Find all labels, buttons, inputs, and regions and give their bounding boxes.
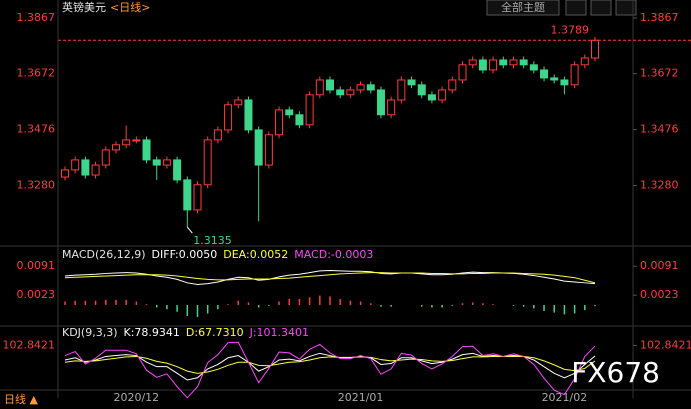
y-tick-label: 0.0091 [640,259,679,272]
candle-body [254,129,263,166]
candle-body [387,99,396,116]
candle-body [427,94,436,101]
theme-button[interactable]: 全部主题 [501,0,545,14]
y-tick-label: 1.3280 [640,179,679,192]
candle-body [560,79,569,86]
candle-body [509,59,518,66]
indicator-title: KDJ(9,3,3) [62,326,118,339]
y-tick-label: 1.3867 [17,11,56,24]
icon-button[interactable] [615,0,637,16]
legend-entry: MACD:-0.0003 [294,248,373,261]
candle-body [285,109,294,116]
candle-body [101,149,110,166]
x-tick-label: 2020/12 [113,391,159,404]
icon-button[interactable] [565,0,587,16]
y-tick-label: 1.3672 [17,67,56,80]
candle-body [468,59,477,66]
legend-entry: DIFF:0.0050 [152,248,218,261]
candle-body [224,104,233,131]
candle-body [376,89,385,116]
icon-button[interactable] [590,0,612,16]
bottom-tab[interactable]: 日线 ▲ [4,392,38,406]
candle-body [213,129,222,141]
indicator-line [64,341,596,399]
candle-body [61,169,69,178]
candle-body [397,79,406,101]
y-tick-label: 0.0023 [640,288,679,301]
x-tick-label: 2021/02 [542,391,588,404]
candle-body [529,64,538,71]
candle-body [132,139,141,142]
legend-entry: DEA:0.0052 [223,248,288,261]
candle-body [71,159,80,171]
candle-body [356,84,365,91]
candle-body [580,57,589,66]
candle-body [519,59,528,66]
candle-body [458,64,467,81]
candle-body [91,164,100,176]
y-tick-label: 0.0091 [17,259,56,272]
high-label: 1.3789 [551,23,590,36]
y-tick-label: 0.0023 [17,288,56,301]
x-tick-label: 2021/01 [338,391,384,404]
candle-body [489,59,498,71]
candle-body [244,99,253,131]
candle-body [183,179,192,211]
candle-body [162,159,171,166]
candle-body [550,77,559,81]
candle-body [152,159,161,166]
indicator-line [64,272,596,284]
candle-body [234,99,243,106]
low-pointer [186,226,193,234]
y-tick-label: 102.8421 [3,338,56,351]
y-tick-label: 1.3280 [17,179,56,192]
candle-body [122,139,131,146]
y-tick-label: 1.3476 [640,123,679,136]
candle-body [295,114,304,126]
y-tick-label: 1.3476 [17,123,56,136]
theme-button-box[interactable] [486,0,560,16]
candle-body [315,79,324,96]
candle-body [448,79,457,91]
candle-body [366,84,375,91]
legend-entry: D:67.7310 [186,326,244,339]
period-label[interactable]: <日线> [110,0,150,14]
low-label: 1.3135 [193,234,232,247]
candle-body [81,159,90,176]
watermark: FX678 [571,356,660,389]
legend-entry: K:78.9341 [124,326,180,339]
y-tick-label: 1.3672 [640,67,679,80]
candle-body [540,69,549,79]
instrument-title: 英镑美元 [62,0,106,14]
candle-body [499,59,508,66]
candle-body [478,59,487,71]
candle-body [346,89,355,96]
candle-body [570,64,579,86]
indicator-line [64,355,596,374]
candle-body [173,159,182,181]
candle-body [305,94,314,126]
y-tick-label: 1.3867 [640,11,679,24]
candle-body [193,184,202,211]
candle-body [417,84,426,96]
candle-body [264,134,273,166]
candle-body [407,79,416,86]
legend-entry: J:101.3401 [249,326,309,339]
y-tick-label: 102.8421 [640,338,691,351]
candle-body [111,144,120,151]
candle-body [591,39,599,59]
candle-body [142,139,151,161]
candle-body [326,79,334,91]
candle-body [438,89,447,101]
candle-body [203,139,212,186]
indicator-title: MACD(26,12,9) [62,248,146,261]
candle-body [336,89,345,96]
candle-body [275,109,284,136]
